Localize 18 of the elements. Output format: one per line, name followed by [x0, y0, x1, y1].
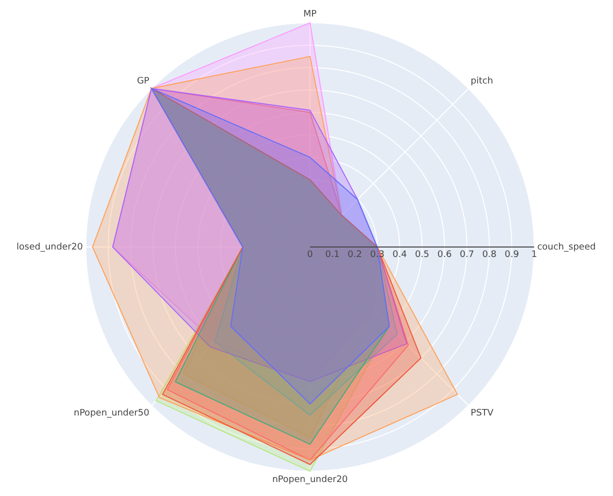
- spoke-label: pitch: [470, 76, 494, 86]
- y-tick-label: 1: [531, 250, 538, 260]
- y-tick-label: 0.4: [392, 250, 408, 260]
- spoke-label: MP: [303, 10, 318, 20]
- y-tick-label: 0.6: [437, 250, 452, 260]
- y-tick-label: 0.2: [348, 250, 362, 260]
- spoke-label: losed_under20: [16, 242, 84, 252]
- y-tick-label: 0.1: [325, 250, 340, 260]
- spoke-label: GP: [136, 76, 150, 86]
- spoke-label: nPopen_under20: [272, 474, 348, 485]
- y-tick-label: 0.5: [414, 250, 430, 260]
- y-tick-label: 0: [307, 250, 314, 260]
- y-tick-label: 0.8: [482, 250, 497, 260]
- y-tick-label: 0.7: [460, 250, 474, 260]
- spoke-label: couch_speed: [537, 242, 596, 252]
- spoke-label: nPopen_under50: [74, 408, 150, 418]
- y-tick-label: 0.9: [504, 250, 520, 260]
- spoke-label: PSTV: [470, 408, 494, 418]
